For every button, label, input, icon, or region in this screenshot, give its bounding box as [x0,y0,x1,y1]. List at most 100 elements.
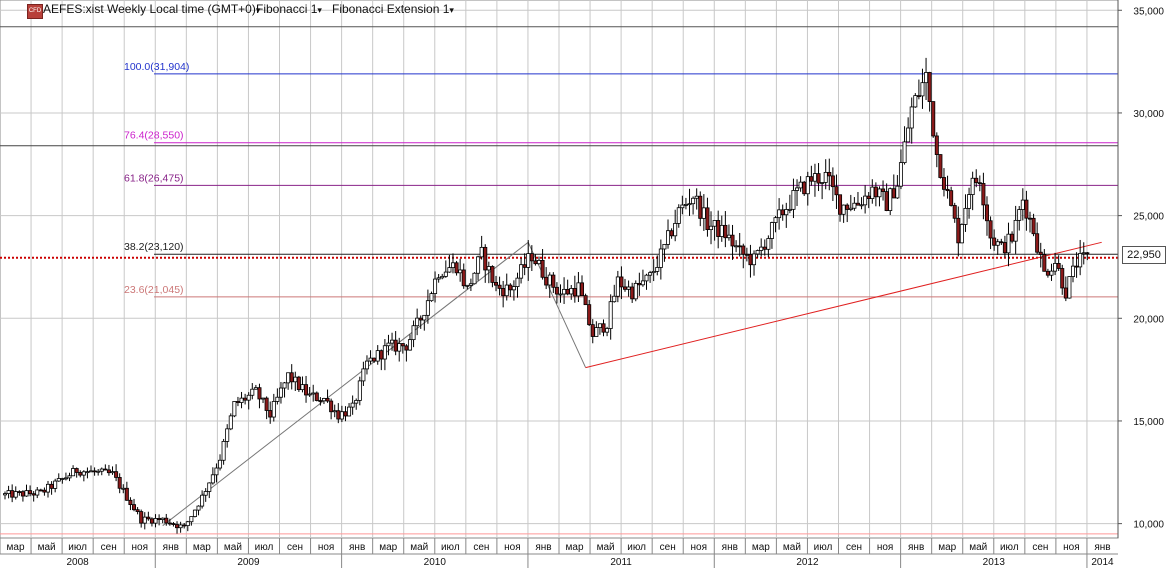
candle-body [286,372,291,384]
candle-body [307,393,312,396]
candle-body [1013,219,1018,242]
candle-body [1017,209,1022,221]
candle-body [304,384,309,396]
candle-body [587,304,592,326]
candle-body [730,234,735,247]
candle-body [612,295,617,303]
candle-body [175,524,180,529]
candle-body [225,428,230,442]
candle-body [924,72,929,84]
candle-body [218,459,223,469]
candle-body [103,468,108,471]
x-month-label: ноя [1063,542,1080,553]
candle-body [128,499,133,506]
candle-body [1027,217,1032,220]
candle-body [1074,265,1079,268]
chevron-down-icon: ▾ [255,5,261,15]
candle-body [329,400,334,413]
candle-body [544,276,549,286]
horizontal-lines [0,26,1118,535]
candle-body [766,238,771,250]
candle-body [651,270,656,274]
candle-body [336,410,341,420]
candle-body [888,188,893,211]
x-year-label: 2008 [67,557,90,568]
candle-body [268,410,273,418]
chart-title-dropdown[interactable]: AEFES:xist Weekly Local time (GMT+0)▾ [43,2,260,16]
candle-body [1085,252,1090,255]
candle-body [533,260,538,265]
x-month-label: сен [1032,542,1048,553]
candle-body [1042,254,1047,272]
x-month-label: янв [722,542,738,553]
candle-body [476,256,481,274]
candle-body [182,524,187,527]
candle-body [1060,268,1065,289]
x-month-label: ноя [691,542,708,553]
candle-body [508,284,513,291]
candle-body [192,509,197,517]
candle-body [232,401,237,417]
x-month-label: май [597,542,615,553]
candle-body [246,394,251,401]
candle-body [332,410,337,413]
candle-body [264,397,269,411]
candle-body [694,195,699,199]
candle-body [321,398,326,402]
candle-body [443,271,448,277]
candle-body [114,471,119,478]
candle-body [709,225,714,231]
candle-body [834,186,839,196]
x-month-label: мар [752,542,770,553]
candle-body [483,246,488,271]
candle-body [49,483,54,489]
candle-body [501,288,506,297]
candle-body [691,197,696,205]
x-month-label: янв [535,542,551,553]
candle-body [149,518,154,524]
candle-body [884,191,889,211]
candle-body [838,194,843,215]
candle-body [967,194,972,209]
candle-body [440,275,445,279]
x-month-label: июл [441,542,460,553]
candle-body [927,72,932,102]
candle-body [117,477,122,489]
candle-body [139,511,144,524]
candle-body [798,181,803,189]
candle-body [787,208,792,211]
candle-body [619,276,624,288]
x-month-label: июл [627,542,646,553]
candle-body [207,482,212,492]
candle-body [712,220,717,227]
candle-body [56,478,61,482]
candle-body [895,185,900,199]
candle-body [762,246,767,250]
indicator-fib-extension-dropdown[interactable]: Fibonacci Extension 1▾ [332,2,454,16]
candle-body [458,269,463,274]
candle-body [472,272,477,285]
candle-body [759,246,764,251]
x-month-label: мар [7,542,25,553]
candle-body [791,190,796,210]
indicator-fibonacci-dropdown[interactable]: Fibonacci 1▾ [256,2,322,16]
candle-body [293,376,298,383]
candle-body [630,286,635,300]
candle-body [823,171,828,183]
candle-body [569,288,574,295]
candle-body [511,286,516,291]
candle-body [425,300,430,316]
candle-body [1067,276,1072,299]
candle-body [300,384,305,391]
candle-body [1006,233,1011,254]
candle-body [626,286,631,290]
x-year-label: 2011 [610,557,632,568]
candle-body [146,516,151,520]
candle-body [1045,270,1050,276]
candle-body [658,248,663,268]
candle-body [361,368,366,382]
candle-body [673,223,678,237]
